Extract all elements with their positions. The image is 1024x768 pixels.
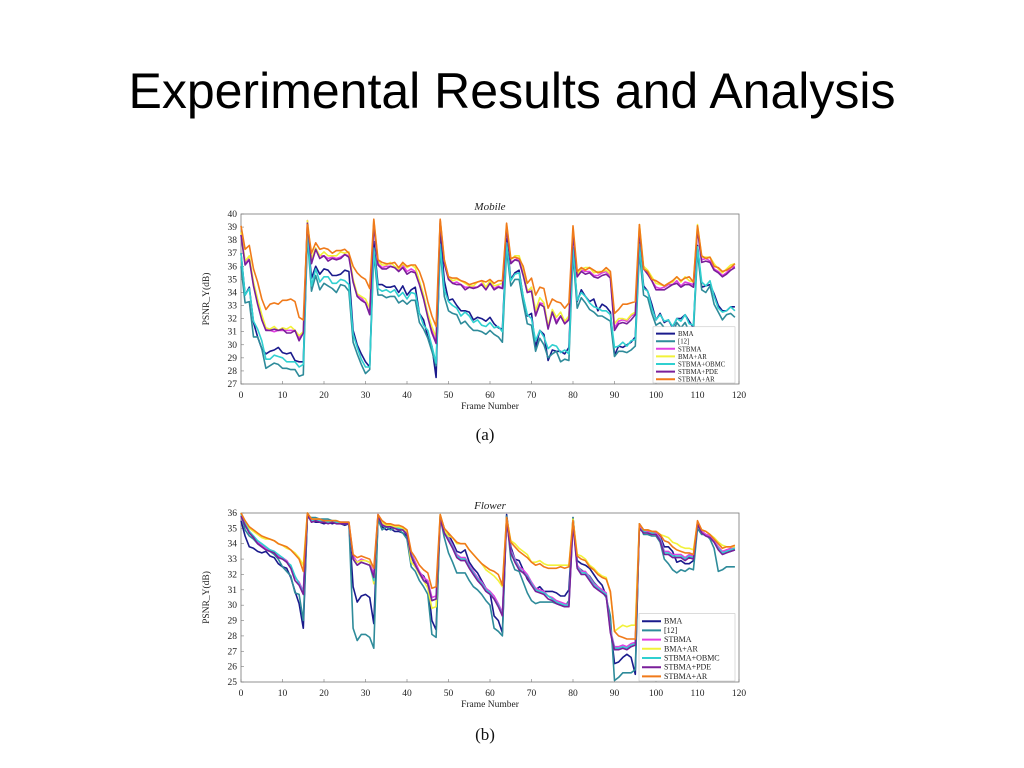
y-tick-label: 39 (228, 223, 238, 233)
legend-label: BMA+AR (678, 354, 707, 361)
chart-flower: Flower 25 26 27 28 29 30 31 32 33 34 35 36 0 10 20 30 40 5… (195, 495, 755, 750)
y-tick-label: 32 (228, 315, 238, 325)
x-tick-label: 40 (402, 391, 412, 401)
x-tick-label: 100 (649, 689, 664, 699)
y-tick-label: 35 (228, 524, 238, 534)
x-tick-label: 80 (568, 689, 578, 699)
y-tick-label: 37 (228, 249, 238, 259)
x-tick-label: 20 (319, 391, 329, 401)
series-group (240, 218, 736, 379)
x-tick-label: 60 (485, 391, 495, 401)
legend-box (652, 326, 736, 384)
x-tick-label: 0 (239, 391, 244, 401)
series-line-stbma-ar (240, 218, 736, 328)
y-tick-label: 30 (228, 341, 238, 351)
legend-label: BMA+AR (664, 644, 699, 653)
legend-label: STBMA+PDE (678, 369, 718, 376)
legend-label: STBMA+AR (664, 672, 708, 681)
x-tick-label: 70 (527, 689, 537, 699)
y-tick-label: 33 (228, 555, 238, 565)
series-line-12 (240, 235, 736, 377)
x-tick-label: 0 (239, 689, 244, 699)
x-tick-label: 20 (319, 689, 329, 699)
x-tick-label: 50 (444, 391, 454, 401)
legend-label: STBMA+OBMC (664, 654, 720, 663)
series-group (240, 512, 736, 682)
series-line-stbma-ar (240, 512, 736, 640)
legend-label: STBMA (664, 635, 692, 644)
y-tick-label: 35 (228, 275, 238, 285)
y-tick-label: 34 (228, 540, 238, 550)
x-tick-label: 10 (278, 689, 288, 699)
y-tick-label: 36 (228, 262, 238, 272)
series-line-12 (240, 512, 735, 682)
y-tick-label: 31 (228, 586, 238, 596)
x-tick-label: 80 (568, 391, 578, 401)
series-line-bma-ar (240, 219, 736, 338)
x-tick-label: 120 (732, 689, 747, 699)
y-tick-label: 29 (228, 617, 238, 627)
slide-title: Experimental Results and Analysis (128, 63, 896, 119)
chart-caption: (a) (476, 425, 495, 444)
series-line-stbma-obmc (240, 230, 736, 368)
x-tick-label: 110 (691, 689, 705, 699)
legend-label: STBMA+AR (678, 377, 715, 384)
legend-box (638, 613, 736, 682)
y-tick-label: 28 (228, 367, 238, 377)
x-tick-label: 90 (610, 391, 620, 401)
y-tick-label: 34 (228, 288, 238, 298)
x-tick-label: 10 (278, 391, 288, 401)
chart-flower-svg: Flower 25 26 27 28 29 30 31 32 33 34 35 36 0 10 20 30 40 5… (201, 500, 747, 744)
y-axis-label: PSNR_Y(dB) (201, 571, 212, 624)
x-tick-label: 30 (361, 689, 371, 699)
legend-label: [12] (678, 339, 689, 346)
series-line-stbma-pde (240, 222, 736, 345)
chart-mobile-svg: Mobile 27 28 29 30 31 32 33 34 35 36 37 38 39 40 0 10 20 3… (201, 201, 747, 444)
y-tick-label: 27 (228, 380, 238, 390)
y-tick-label: 33 (228, 302, 238, 312)
y-tick-label: 26 (228, 663, 238, 673)
y-tick-label: 31 (228, 328, 238, 338)
y-tick-label: 32 (228, 570, 238, 580)
x-tick-label: 90 (610, 689, 620, 699)
x-tick-label: 30 (361, 391, 371, 401)
series-line-stbma-pde (240, 513, 736, 651)
x-tick-label: 50 (444, 689, 454, 699)
x-axis-label: Frame Number (461, 402, 520, 412)
y-tick-label: 38 (228, 236, 238, 246)
legend-label: BMA (678, 331, 694, 338)
x-tick-label: 70 (527, 391, 537, 401)
chart-caption: (b) (475, 725, 495, 744)
chart-title: Flower (473, 500, 506, 512)
y-tick-label: 29 (228, 354, 238, 364)
legend-label: STBMA (678, 346, 702, 353)
x-tick-label: 40 (402, 689, 412, 699)
legend-label: STBMA+OBMC (678, 362, 726, 369)
y-tick-label: 40 (228, 210, 238, 220)
x-tick-label: 100 (649, 391, 664, 401)
x-tick-label: 120 (732, 391, 747, 401)
x-axis-label: Frame Number (461, 700, 520, 710)
y-tick-label: 36 (228, 509, 238, 519)
series-line-bma (240, 232, 735, 379)
chart-mobile: Mobile 27 28 29 30 31 32 33 34 35 36 37 38 39 40 0 10 20 3… (195, 195, 755, 450)
y-tick-label: 27 (228, 647, 238, 657)
legend-label: STBMA+PDE (664, 663, 711, 672)
legend-label: BMA (664, 617, 682, 626)
x-tick-label: 110 (691, 391, 705, 401)
x-tick-label: 60 (485, 689, 495, 699)
y-axis-label: PSNR_Y(dB) (201, 273, 212, 326)
chart-title: Mobile (473, 201, 505, 213)
y-tick-label: 28 (228, 632, 238, 642)
y-tick-label: 25 (228, 678, 238, 688)
y-tick-label: 30 (228, 601, 238, 611)
legend-label: [12] (664, 626, 678, 635)
